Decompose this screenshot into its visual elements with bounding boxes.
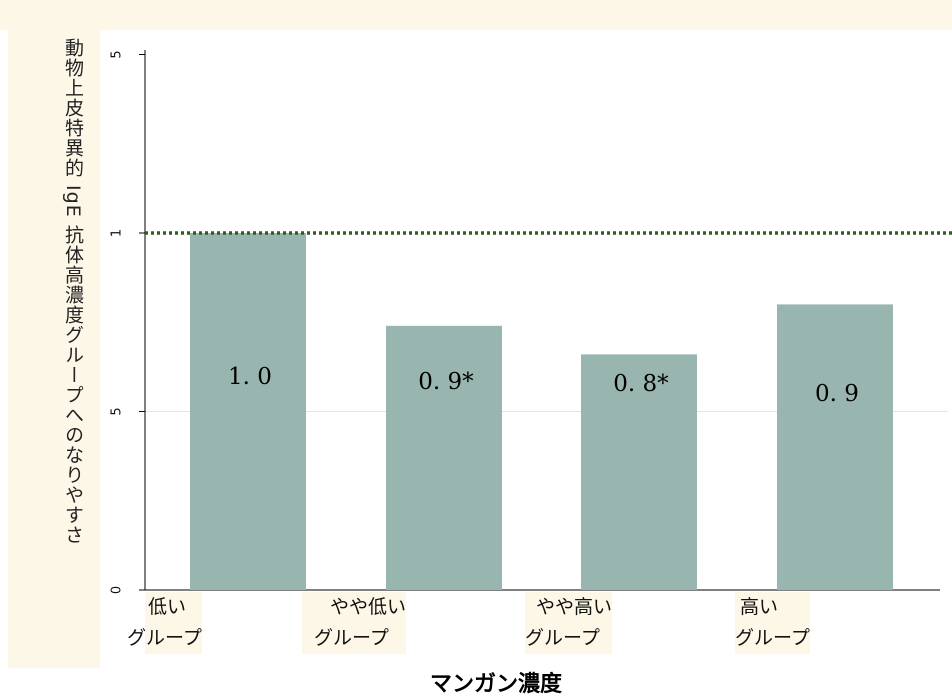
x-category-line1: 高い [740, 596, 779, 618]
y-axis-label: 動物上皮特異的 IgE 抗体高濃度グループへのなりやすさ [62, 38, 84, 545]
x-category-line1: やや高い [536, 596, 613, 618]
bar-value-label: 0. 9 [815, 381, 859, 407]
bar [581, 354, 697, 590]
bar-value-label: 1. 0 [228, 364, 272, 390]
x-category-line2: グループ [314, 627, 389, 649]
y-tick-label: 0 [110, 586, 125, 594]
y-tick-label: 5 [110, 407, 125, 415]
x-category-line1: やや低い [330, 596, 407, 618]
x-category-line1: 低い [148, 596, 187, 618]
y-tick-label: 1 [110, 229, 125, 237]
top-band [0, 0, 952, 30]
bar [190, 233, 306, 590]
bar-value-label: 0. 8* [613, 371, 669, 397]
x-category-line2: グループ [735, 627, 810, 649]
bar [386, 325, 502, 590]
y-tick-label: 5 [110, 50, 125, 58]
x-category-label: 低い グループ [127, 592, 202, 654]
x-category-line2: グループ [525, 627, 600, 649]
y-axis-label-panel: 動物上皮特異的 IgE 抗体高濃度グループへのなりやすさ [8, 8, 100, 668]
x-category-label: やや低いグループ [302, 592, 407, 654]
bar-value-label: 0. 9* [418, 369, 474, 395]
bar [777, 304, 893, 590]
x-category-label: 高いグループ [735, 592, 810, 654]
x-axis-label: マンガン濃度 [430, 671, 563, 697]
x-category-line2: グループ [127, 627, 202, 649]
x-category-label: やや高いグループ [525, 592, 613, 654]
